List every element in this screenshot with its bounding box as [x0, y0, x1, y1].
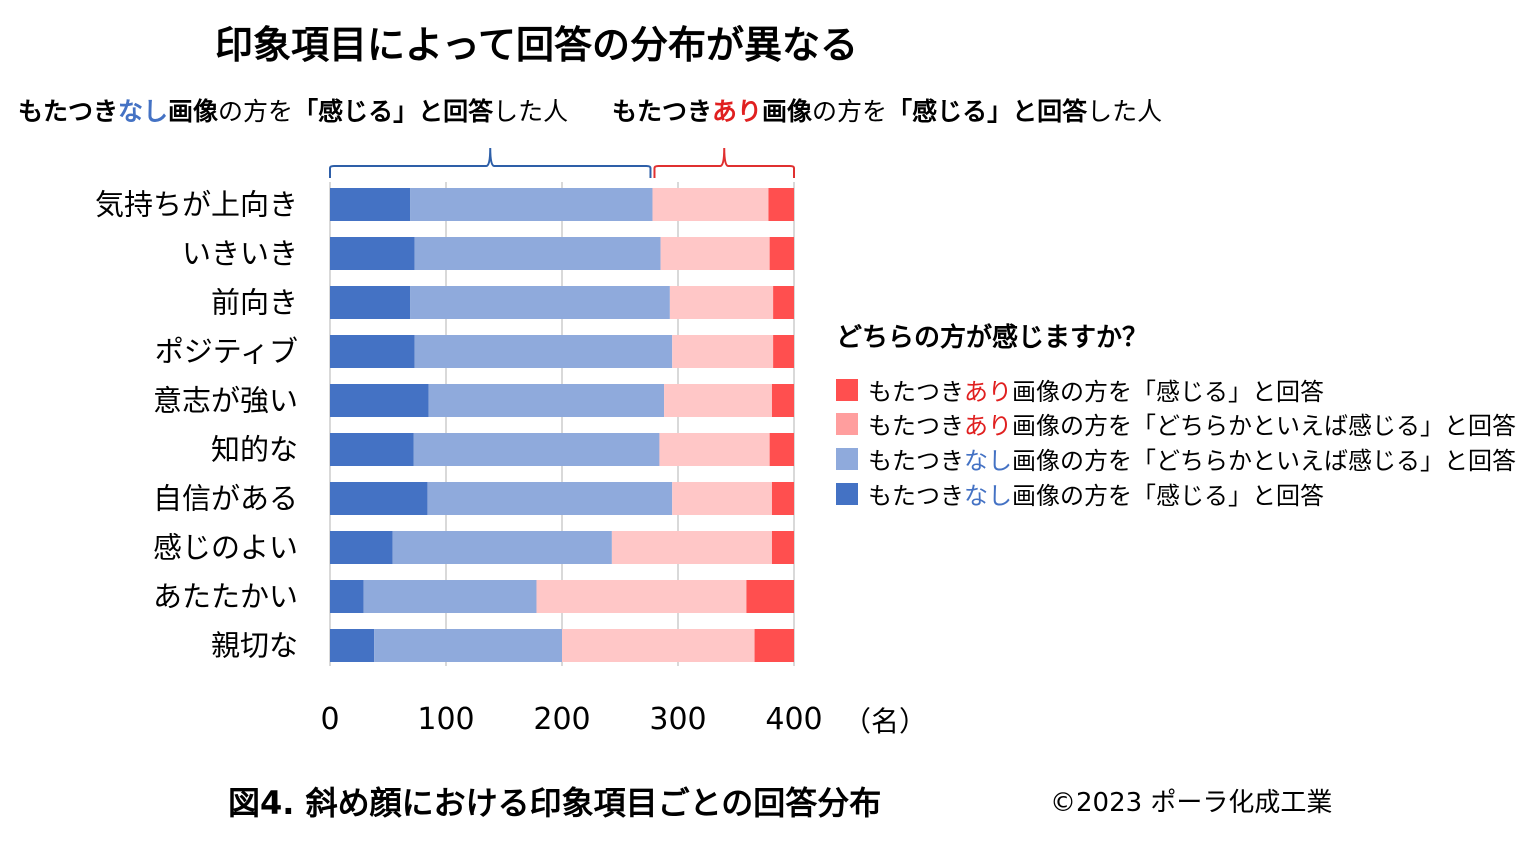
group-label-ari-post2: した人: [1087, 97, 1163, 126]
legend-text-key: なし: [964, 447, 1012, 475]
category-label: 気持ちが上向き: [95, 188, 298, 222]
bar-segment: [330, 531, 393, 564]
legend-item: もたつき なし 画像の方を「どちらかといえば感じる」と回答: [836, 441, 1516, 476]
x-tick-label: 300: [649, 702, 706, 737]
legend-swatch: [836, 447, 858, 470]
bar-segment: [769, 433, 794, 466]
group-label-ari-mid: 画像: [762, 97, 813, 126]
bar-segment: [330, 188, 411, 221]
bar-segment: [330, 482, 428, 515]
group-label-nashi-bold2: 「感じる」と回答: [293, 97, 494, 126]
x-tick-label: 200: [533, 702, 590, 737]
bar-segment: [771, 531, 794, 564]
category-label: ポジティブ: [155, 335, 298, 369]
x-tick-label: 0: [320, 702, 339, 737]
legend-text-key: あり: [964, 378, 1012, 406]
bar-segment: [330, 384, 429, 417]
axis-unit-label: （名）: [843, 705, 928, 738]
bar-segment: [660, 237, 770, 270]
bar-segment: [773, 286, 794, 319]
group-label-nashi-key: なし: [118, 97, 169, 126]
category-label: 前向き: [211, 286, 298, 320]
bracket-ari: [653, 147, 795, 178]
legend-item: もたつき あり 画像の方を「感じる」と回答: [836, 372, 1324, 407]
bar-segment: [330, 237, 415, 270]
legend-text-post: 画像の方を「感じる」と回答: [1012, 378, 1324, 406]
legend-text-post: 画像の方を「感じる」と回答: [1012, 482, 1324, 510]
bar-segment: [410, 188, 653, 221]
group-label-ari-pre: もたつき: [612, 97, 713, 126]
figure-caption: 図4. 斜め顔における印象項目ごとの回答分布: [228, 784, 882, 822]
legend-item: もたつき あり 画像の方を「どちらかといえば感じる」と回答: [836, 406, 1516, 441]
bar-segment: [611, 531, 772, 564]
legend-text-key: あり: [964, 412, 1012, 440]
group-label-nashi: もたつきなし画像の方を「感じる」と回答した人: [18, 92, 568, 128]
category-label: いきいき: [182, 237, 298, 271]
category-label: 親切な: [211, 629, 298, 663]
bar-segment: [392, 531, 612, 564]
x-tick-label: 400: [765, 702, 822, 737]
group-label-nashi-post1: の方を: [218, 97, 294, 126]
category-label: 意志が強い: [153, 384, 298, 418]
group-label-ari-post1: の方を: [812, 97, 888, 126]
legend-text-key: なし: [964, 482, 1012, 510]
bar-segment: [659, 433, 770, 466]
group-label-ari-key: あり: [712, 97, 763, 126]
bar-segment: [363, 580, 537, 613]
bar-segment: [769, 237, 794, 270]
bracket-nashi: [329, 147, 652, 178]
bar-segment: [536, 580, 747, 613]
group-label-ari-bold2: 「感じる」と回答: [887, 97, 1088, 126]
bar-segment: [330, 286, 411, 319]
x-tick-label: 100: [417, 702, 474, 737]
bar-segment: [771, 384, 794, 417]
copyright: ©2023 ポーラ化成工業: [1050, 788, 1333, 818]
bar-segment: [754, 629, 794, 662]
category-label: あたたかい: [153, 580, 298, 614]
bar-segment: [768, 188, 794, 221]
legend-text-pre: もたつき: [868, 378, 964, 406]
legend-swatch: [836, 412, 858, 435]
legend-text-post: 画像の方を「どちらかといえば感じる」と回答: [1012, 412, 1516, 440]
bar-segment: [664, 384, 772, 417]
bar-segment: [414, 335, 673, 368]
category-label: 感じのよい: [153, 531, 298, 565]
legend-text-pre: もたつき: [868, 412, 964, 440]
group-label-ari: もたつきあり画像の方を「感じる」と回答した人: [612, 92, 1162, 128]
legend-text-pre: もたつき: [868, 447, 964, 475]
bar-segment: [746, 580, 794, 613]
bar-segment: [330, 580, 364, 613]
legend-text-post: 画像の方を「どちらかといえば感じる」と回答: [1012, 447, 1516, 475]
bar-segment: [413, 433, 660, 466]
bar-segment: [374, 629, 562, 662]
category-label: 知的な: [211, 433, 298, 467]
legend-swatch: [836, 378, 858, 401]
legend-text-pre: もたつき: [868, 482, 964, 510]
bar-segment: [410, 286, 670, 319]
bar-segment: [672, 482, 772, 515]
bar-segment: [414, 237, 661, 270]
bar-segment: [330, 629, 375, 662]
category-label: 自信がある: [153, 482, 298, 516]
page-title: 印象項目によって回答の分布が異なる: [215, 23, 858, 67]
legend-item: もたつき なし 画像の方を「感じる」と回答: [836, 476, 1324, 511]
legend-swatch: [836, 482, 858, 505]
bar-segment: [771, 482, 794, 515]
bar-segment: [427, 482, 673, 515]
group-label-nashi-post2: した人: [493, 97, 569, 126]
bar-segment: [773, 335, 794, 368]
group-label-nashi-pre: もたつき: [18, 97, 119, 126]
legend-title: どちらの方が感じますか？: [836, 323, 1149, 353]
bar-segment: [330, 433, 414, 466]
bar-segment: [562, 629, 755, 662]
group-label-nashi-mid: 画像: [168, 97, 219, 126]
bar-segment: [652, 188, 769, 221]
bar-segment: [330, 335, 415, 368]
bar-segment: [672, 335, 774, 368]
bar-segment: [428, 384, 665, 417]
bar-segment: [669, 286, 774, 319]
